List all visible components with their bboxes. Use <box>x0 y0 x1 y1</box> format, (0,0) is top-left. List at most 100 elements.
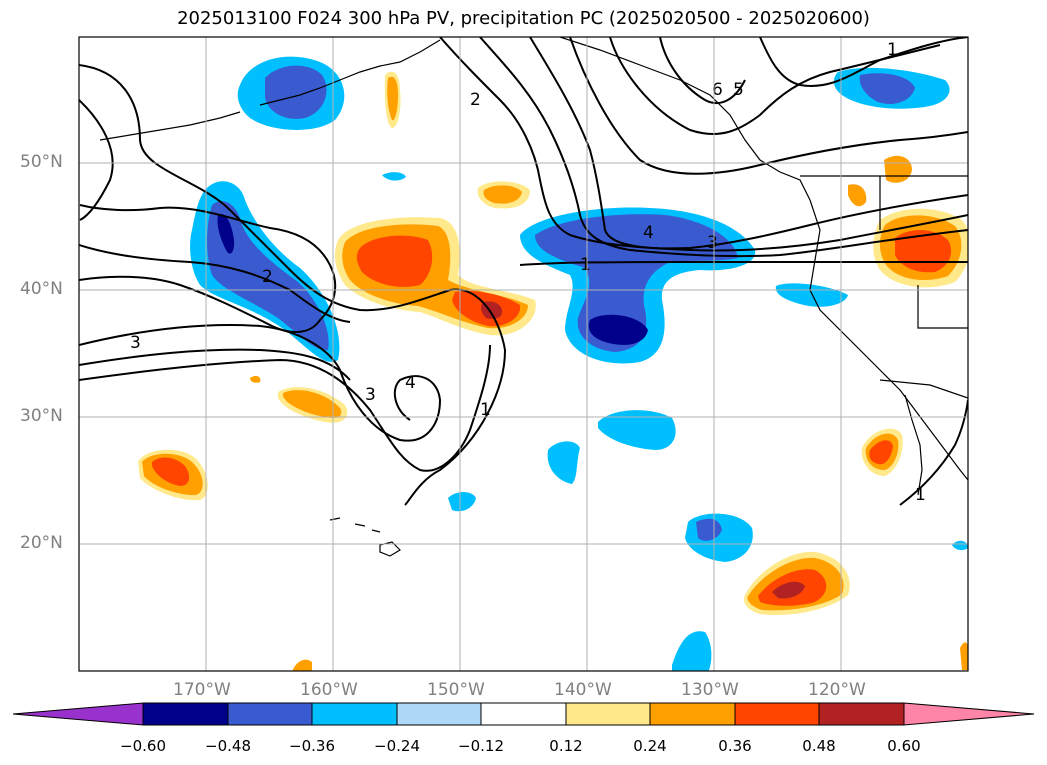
colorbar-tick-label: −0.36 <box>289 737 335 755</box>
precip-blob <box>356 235 433 287</box>
contour-label: 4 <box>405 373 416 393</box>
colorbar-segment <box>649 702 736 726</box>
pv-contour <box>479 37 968 258</box>
precip-blob <box>483 185 522 204</box>
precip-blob <box>207 201 329 351</box>
colorbar-segment <box>480 702 567 726</box>
colorbar-extend-right <box>903 702 1035 726</box>
colorbar-segment <box>734 702 820 726</box>
pv-contour-labels: 1 1 1 1 2 2 3 3 3 4 4 5 6 <box>130 40 926 505</box>
lat-label: 40°N <box>20 279 63 299</box>
precip-blob <box>217 214 235 254</box>
precip-blob <box>265 65 327 119</box>
colorbar-segment <box>818 702 905 726</box>
precip-blob <box>685 513 753 562</box>
lat-label: 20°N <box>20 533 63 553</box>
contour-label: 3 <box>707 233 718 253</box>
coastlines <box>99 37 968 557</box>
pv-contour <box>79 99 114 221</box>
colorbar-tick-label: −0.12 <box>458 737 504 755</box>
colorbar-segment <box>396 702 482 726</box>
contour-label: 5 <box>733 80 744 100</box>
colorbar-segment <box>311 702 398 726</box>
colorbar-tick-label: −0.48 <box>205 737 251 755</box>
colorbar-segment <box>565 702 651 726</box>
lat-label: 50°N <box>20 152 63 172</box>
lon-label: 150°W <box>427 680 485 700</box>
precip-blob <box>283 390 342 418</box>
pv-contour <box>79 344 491 472</box>
precip-blob <box>387 76 398 121</box>
pv-contour <box>79 244 351 323</box>
border-state <box>879 176 968 329</box>
coastline-us-west <box>809 199 968 481</box>
precip-blob <box>772 581 805 599</box>
precip-blob <box>250 375 261 383</box>
map-area: 1 1 1 1 2 2 3 3 3 4 4 5 6 <box>79 37 968 671</box>
pv-contour <box>569 37 968 175</box>
pv-contour <box>759 37 968 87</box>
lon-label: 130°W <box>681 680 739 700</box>
contour-label: 1 <box>580 255 591 275</box>
pv-contour <box>529 37 968 250</box>
pv-contour <box>79 204 337 333</box>
pv-contour <box>439 37 968 252</box>
colorbar-extend-left <box>12 702 144 726</box>
lon-label: 140°W <box>554 680 612 700</box>
contour-label: 3 <box>365 385 376 405</box>
contour-label: 1 <box>915 485 926 505</box>
precip-blob <box>672 631 712 671</box>
colorbar-tick-label: 0.36 <box>718 737 752 755</box>
precip-blob <box>588 314 648 345</box>
contour-label: 4 <box>643 223 654 243</box>
colorbar-tick-label: 0.24 <box>633 737 667 755</box>
precip-blob <box>598 410 676 450</box>
contour-label: 2 <box>470 90 481 110</box>
contour-label: 6 <box>712 80 723 100</box>
colorbar-tick-label: −0.60 <box>120 737 166 755</box>
precip-blob <box>848 184 867 207</box>
gridlines <box>79 37 968 671</box>
pv-contour <box>79 64 507 506</box>
colorbar-tick-label: 0.48 <box>802 737 836 755</box>
contour-label: 2 <box>262 267 273 287</box>
precip-blob <box>952 540 968 551</box>
pv-contours <box>79 37 968 506</box>
precip-blob <box>696 518 722 541</box>
precip-blob <box>292 659 312 671</box>
pv-contour <box>519 260 968 266</box>
precip-blob <box>448 492 476 512</box>
coastline-panhandle <box>559 37 811 201</box>
map-title: 2025013100 F024 300 hPa PV, precipitatio… <box>177 8 870 29</box>
precip-fills <box>138 56 968 671</box>
colorbar-tick-label: 0.12 <box>549 737 583 755</box>
pv-contour <box>899 399 968 506</box>
contour-label: 1 <box>480 400 491 420</box>
coastline-baja <box>904 394 923 496</box>
lon-label: 160°W <box>300 680 358 700</box>
contour-label: 1 <box>887 40 898 60</box>
lat-label: 30°N <box>20 406 63 426</box>
lon-label: 170°W <box>173 680 231 700</box>
precip-blob <box>884 155 912 183</box>
colorbar <box>12 702 1035 726</box>
coastline-aleutians <box>99 111 241 141</box>
colorbar-tick-label: −0.24 <box>374 737 420 755</box>
border-us-mexico <box>879 379 968 399</box>
precip-blob <box>382 172 406 181</box>
precip-blob <box>869 440 893 465</box>
colorbar-segment <box>227 702 313 726</box>
map-frame <box>78 36 969 672</box>
pv-contour <box>659 37 746 105</box>
lon-label: 120°W <box>808 680 866 700</box>
contour-label: 3 <box>130 333 141 353</box>
pv-contour <box>79 348 351 381</box>
precip-blob <box>960 642 968 670</box>
colorbar-tick-label: 0.60 <box>887 737 921 755</box>
precip-blob <box>859 73 915 105</box>
coastline-alaska <box>259 39 441 106</box>
precip-blob <box>152 457 190 486</box>
precip-blob <box>547 441 580 484</box>
colorbar-segment <box>142 702 229 726</box>
